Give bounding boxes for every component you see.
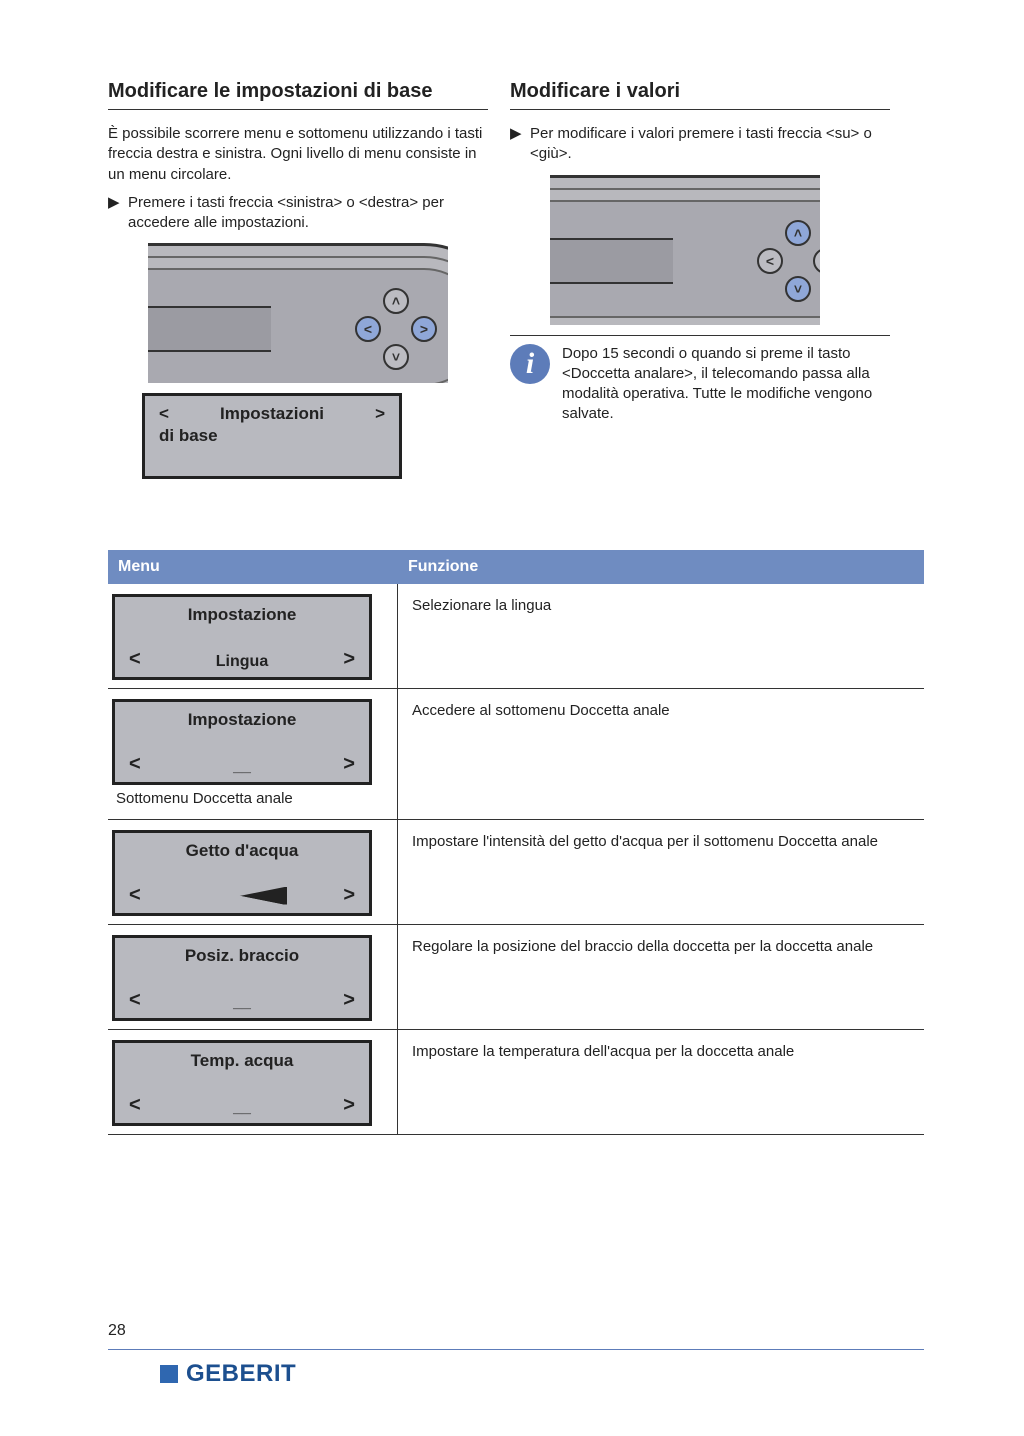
brand-name: GEBERIT: [186, 1360, 296, 1388]
lcd-line1: Posiz. braccio: [185, 946, 299, 966]
section-title-right: Modificare i valori: [510, 80, 890, 110]
wedge-icon: [197, 887, 287, 905]
step-left: ▶ Premere i tasti freccia <sinistra> o <…: [108, 193, 488, 234]
settings-table: Menu Funzione Impostazione < Lingua > Se…: [108, 550, 924, 1135]
dpad-up-icon: ˄: [383, 288, 409, 314]
info-note: i Dopo 15 secondi o quando si preme il t…: [510, 344, 890, 425]
section-title-left: Modificare le impostazioni di base: [108, 80, 488, 110]
remote-diagram-right: ˄ ˅ < >: [550, 175, 820, 325]
lcd-lt-icon: <: [129, 989, 141, 1012]
brand-square-icon: [160, 1365, 178, 1383]
table-row: Getto d'acqua < > Impostare l'intensità …: [108, 820, 924, 925]
info-icon: i: [510, 344, 550, 384]
table-row: Temp. acqua < __ > Impostare la temperat…: [108, 1030, 924, 1135]
dpad-right-icon: >: [411, 316, 437, 342]
dpad-down-icon: ˅: [383, 344, 409, 370]
lcd-gt-icon: >: [343, 884, 355, 907]
row-desc: Regolare la posizione del braccio della …: [398, 925, 924, 1029]
step-right: ▶ Per modificare i valori premere i tast…: [510, 124, 890, 165]
table-row: Impostazione < Lingua > Selezionare la l…: [108, 584, 924, 689]
lcd-line1-text: Impostazioni: [220, 404, 324, 424]
lcd-lt-icon: <: [129, 1094, 141, 1117]
brand-logo: GEBERIT: [160, 1360, 296, 1388]
lcd-line1: Impostazione: [188, 605, 297, 625]
lcd-gt-icon: >: [343, 753, 355, 776]
remote-lcd: [148, 306, 271, 352]
dpad-down-icon: ˅: [785, 276, 811, 302]
lcd-lt-icon: <: [159, 404, 169, 424]
table-header-func: Funzione: [398, 550, 924, 584]
step-arrow-icon: ▶: [510, 124, 530, 165]
row-desc: Impostare l'intensità del getto d'acqua …: [398, 820, 924, 924]
row-subheader: Sottomenu Doccetta anale: [116, 789, 389, 809]
step-text-left: Premere i tasti freccia <sinistra> o <de…: [128, 193, 488, 234]
dpad-up-icon: ˄: [785, 220, 811, 246]
dpad-left-icon: <: [757, 248, 783, 274]
lcd-row: Getto d'acqua < >: [112, 830, 372, 916]
row-desc: Selezionare la lingua: [398, 584, 924, 688]
page-number: 28: [108, 1322, 126, 1340]
step-text-right: Per modificare i valori premere i tasti …: [530, 124, 890, 165]
lcd-line1: Getto d'acqua: [186, 841, 299, 861]
info-text: Dopo 15 secondi o quando si preme il tas…: [562, 344, 890, 425]
lcd-row: Posiz. braccio < __ >: [112, 935, 372, 1021]
row-desc: Accedere al sottomenu Doccetta anale: [398, 689, 924, 819]
lcd-lt-icon: <: [129, 648, 141, 671]
lcd-bottom-val: __: [233, 758, 251, 776]
lcd-gt-icon: >: [343, 1094, 355, 1117]
lcd-row: Temp. acqua < __ >: [112, 1040, 372, 1126]
lcd-row: Impostazione < Lingua >: [112, 594, 372, 680]
table-row: Impostazione < __ > Sottomenu Doccetta a…: [108, 689, 924, 819]
remote-lcd: [550, 238, 673, 284]
dpad-right-icon: >: [813, 248, 820, 274]
lcd-bottom-val: __: [233, 1099, 251, 1117]
step-arrow-icon: ▶: [108, 193, 128, 234]
lcd-line1: Temp. acqua: [191, 1051, 294, 1071]
intro-text: È possibile scorrere menu e sottomenu ut…: [108, 124, 488, 185]
table-row: Posiz. braccio < __ > Regolare la posizi…: [108, 925, 924, 1030]
lcd-gt-icon: >: [343, 648, 355, 671]
lcd-bottom-val: Lingua: [216, 653, 268, 671]
lcd-lt-icon: <: [129, 884, 141, 907]
lcd-main-left: < Impostazioni > di base: [142, 393, 402, 479]
lcd-bottom-val: __: [233, 994, 251, 1012]
dpad-left-icon: <: [355, 316, 381, 342]
lcd-line1: Impostazione: [188, 710, 297, 730]
lcd-gt-icon: >: [343, 989, 355, 1012]
lcd-lt-icon: <: [129, 753, 141, 776]
row-desc: Impostare la temperatura dell'acqua per …: [398, 1030, 924, 1134]
remote-diagram-left: ˄ ˅ < >: [148, 243, 448, 383]
lcd-row: Impostazione < __ >: [112, 699, 372, 785]
column-right: Modificare i valori ▶ Per modificare i v…: [510, 80, 890, 425]
lcd-gt-icon: >: [375, 404, 385, 424]
footer-rule: [108, 1349, 924, 1350]
table-header-menu: Menu: [108, 550, 398, 584]
column-left: Modificare le impostazioni di base È pos…: [108, 80, 488, 489]
lcd-line2-text: di base: [159, 426, 385, 446]
